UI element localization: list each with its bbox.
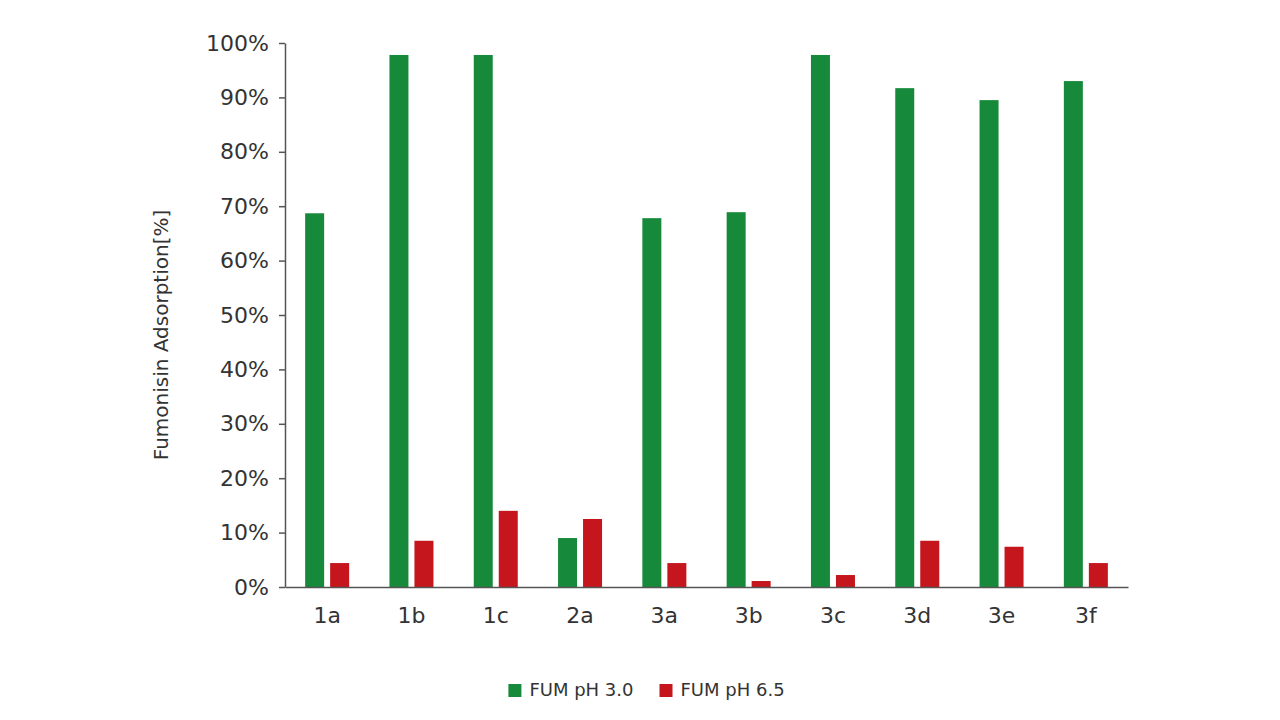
tick: 100% (206, 31, 285, 56)
tick-mark (279, 369, 285, 371)
tick-label: 80% (220, 139, 269, 164)
tick: 30% (220, 411, 285, 436)
bar (895, 88, 914, 587)
tick: 20% (220, 466, 285, 491)
legend-item: FUM pH 3.0 (508, 679, 633, 700)
tick-label: 40% (220, 357, 269, 382)
tick: 80% (220, 139, 285, 164)
bar (414, 541, 433, 587)
tick-label: 2a (566, 603, 593, 628)
bars (305, 55, 1108, 587)
tick-label: 10% (220, 520, 269, 545)
tick-mark (279, 478, 285, 480)
legend-label: FUM pH 6.5 (681, 679, 785, 700)
axis-title: Fumonisin Adsorption[%] (149, 210, 173, 461)
tick-label: 3f (1075, 603, 1098, 628)
tick-mark (279, 532, 285, 534)
tick-mark (279, 260, 285, 262)
tick-label: 3a (651, 603, 678, 628)
tick-label: 0% (234, 575, 269, 600)
bar (642, 218, 661, 587)
tick-label: 20% (220, 466, 269, 491)
bar (389, 55, 408, 587)
bar (1089, 563, 1108, 587)
bar (1064, 81, 1083, 587)
legend-swatch (508, 684, 521, 697)
bar (1005, 547, 1024, 587)
tick-label: 1c (483, 603, 509, 628)
tick-label: 1b (397, 603, 425, 628)
plot-area: 0% 10% 20% 30% 40% 50% 60% 70% 80% 90% 100% 1a 1b 1c 2… (206, 31, 1128, 628)
x-axis: 1a 1b 1c 2a 3a 3b 3c 3d 3e 3f (286, 588, 1129, 628)
tick: 60% (220, 248, 285, 273)
bar (474, 55, 493, 587)
tick: 40% (220, 357, 285, 382)
bar (920, 541, 939, 587)
tick: 1c (483, 603, 509, 628)
legend-item: FUM pH 6.5 (660, 679, 785, 700)
bar (727, 212, 746, 587)
tick-mark (279, 315, 285, 317)
tick: 3d (903, 603, 931, 628)
tick-label: 1a (313, 603, 340, 628)
tick: 0% (234, 575, 285, 600)
tick: 3f (1075, 603, 1098, 628)
tick-mark (279, 43, 285, 45)
tick: 2a (566, 603, 593, 628)
tick: 3e (988, 603, 1016, 628)
tick-label: 30% (220, 411, 269, 436)
tick: 1a (313, 603, 340, 628)
chart: 0% 10% 20% 30% 40% 50% 60% 70% 80% 90% 100% 1a 1b 1c 2… (0, 0, 1280, 720)
tick-label: 3b (735, 603, 763, 628)
tick-label: 70% (220, 194, 269, 219)
bar (980, 100, 999, 587)
series (305, 55, 1083, 587)
bar (558, 538, 577, 587)
tick-mark (279, 587, 285, 589)
bar (836, 575, 855, 587)
tick: 50% (220, 303, 285, 328)
tick-label: 100% (206, 31, 269, 56)
tick-mark (279, 152, 285, 154)
tick-label: 60% (220, 248, 269, 273)
series (330, 511, 1108, 587)
tick: 3b (735, 603, 763, 628)
tick-mark (279, 206, 285, 208)
tick-label: 3e (988, 603, 1016, 628)
bar (667, 563, 686, 587)
bar (811, 55, 830, 587)
tick: 3c (820, 603, 846, 628)
tick: 10% (220, 520, 285, 545)
tick-label: 3c (820, 603, 846, 628)
tick-mark (279, 97, 285, 99)
bar (499, 511, 518, 587)
tick-mark (279, 424, 285, 426)
tick: 90% (220, 85, 285, 110)
tick: 1b (397, 603, 425, 628)
bar (583, 519, 602, 587)
bar (752, 581, 771, 587)
tick-label: 90% (220, 85, 269, 110)
tick-label: 3d (903, 603, 931, 628)
y-axis: 0% 10% 20% 30% 40% 50% 60% 70% 80% 90% 100% (206, 31, 285, 600)
legend: FUM pH 3.0 FUM pH 6.5 (508, 679, 784, 700)
legend-swatch (660, 684, 673, 697)
tick-label: 50% (220, 303, 269, 328)
tick: 3a (651, 603, 678, 628)
tick: 70% (220, 194, 285, 219)
bar (330, 563, 349, 587)
axis-line (286, 587, 1129, 589)
legend-label: FUM pH 3.0 (529, 679, 633, 700)
bar (305, 213, 324, 587)
